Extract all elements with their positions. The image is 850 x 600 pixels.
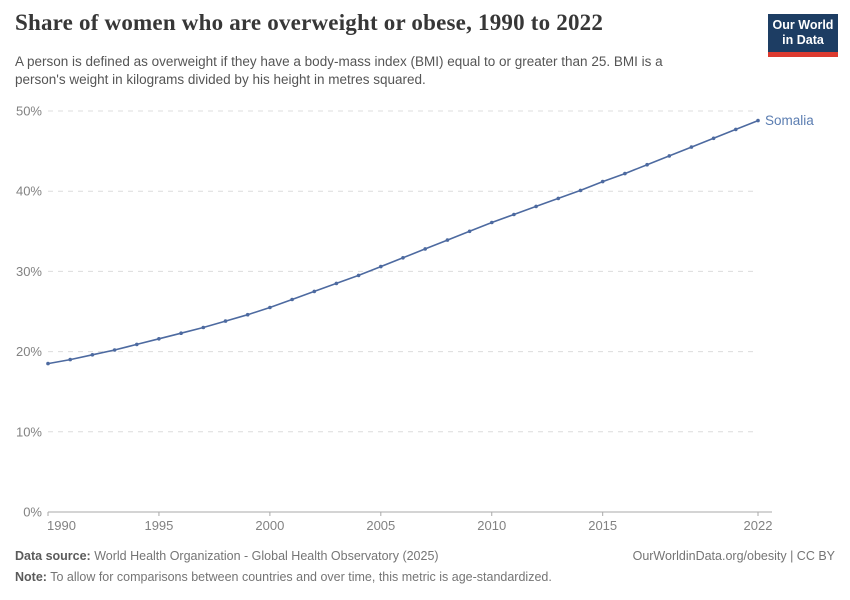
logo-text-line2: in Data <box>782 33 824 47</box>
data-point-marker <box>423 247 428 251</box>
data-point-marker <box>711 136 716 141</box>
data-point-marker <box>578 188 583 193</box>
data-point-marker <box>490 220 494 225</box>
data-point-marker <box>290 297 294 302</box>
data-point-marker <box>512 212 516 217</box>
subtitle-line: A person is defined as overweight if the… <box>15 54 663 69</box>
chart-footer: Data source: World Health Organization -… <box>15 546 835 588</box>
x-tick-label: 2015 <box>588 518 617 533</box>
data-source-text: World Health Organization - Global Healt… <box>90 549 439 563</box>
y-tick-label: 0% <box>23 505 42 520</box>
data-point-marker <box>268 305 272 310</box>
data-point-marker <box>556 196 561 201</box>
x-tick-label: 2022 <box>744 518 773 533</box>
data-point-marker <box>356 273 361 278</box>
data-point-marker <box>689 145 694 149</box>
y-tick-label: 50% <box>16 104 42 119</box>
data-point-marker <box>112 348 117 352</box>
y-tick-label: 10% <box>16 424 42 439</box>
logo-text-line1: Our World <box>772 18 834 32</box>
data-point-marker <box>201 325 206 330</box>
data-point-marker <box>534 204 538 209</box>
note-line: Note: To allow for comparisons between c… <box>15 567 835 588</box>
line-chart: 0% 10% 20% 30% 40% 50% 1990 1995 2000 2005 2010 201… <box>16 104 814 534</box>
data-point-marker <box>600 179 605 184</box>
owid-logo: Our World in Data <box>768 14 838 57</box>
data-point-marker <box>135 342 139 347</box>
chart-title: Share of women who are overweight or obe… <box>15 10 604 35</box>
y-tick-label: 30% <box>16 264 42 279</box>
series-label-somalia: Somalia <box>765 113 814 128</box>
logo-red-stripe <box>768 52 838 57</box>
data-point-marker <box>46 361 50 366</box>
data-point-marker <box>667 154 672 158</box>
data-point-marker <box>445 238 450 242</box>
x-tick-label: 1995 <box>144 518 173 533</box>
x-tick-label: 1990 <box>47 518 76 533</box>
note-text: To allow for comparisons between countri… <box>46 570 552 584</box>
data-point-marker <box>756 118 760 123</box>
data-source-line: Data source: World Health Organization -… <box>15 546 835 567</box>
data-point-marker <box>334 281 339 286</box>
subtitle-line: person's weight in kilograms divided by … <box>15 72 426 87</box>
data-point-marker <box>623 171 627 176</box>
data-point-marker <box>401 255 405 260</box>
x-tick-label: 2005 <box>366 518 395 533</box>
data-source-label: Data source: <box>15 549 91 563</box>
chart-subtitle: A person is defined as overweight if the… <box>15 53 663 89</box>
y-tick-label: 40% <box>16 184 42 199</box>
x-tick-label: 2000 <box>255 518 284 533</box>
data-point-marker <box>312 289 317 294</box>
data-point-marker <box>90 353 95 357</box>
data-point-marker <box>245 312 250 317</box>
data-point-marker <box>157 337 161 341</box>
somalia-trend-line <box>47 119 759 365</box>
data-point-marker <box>179 331 183 336</box>
y-tick-label: 20% <box>16 344 42 359</box>
footer-attribution-link: OurWorldinData.org/obesity | CC BY <box>632 549 835 563</box>
data-point-marker <box>379 264 383 269</box>
data-point-marker <box>734 127 738 132</box>
data-point-marker <box>467 229 472 234</box>
footer-left: Data source: World Health Organization -… <box>15 546 835 588</box>
x-tick-label: 2010 <box>477 518 506 533</box>
note-label: Note: <box>15 570 47 584</box>
data-point-marker <box>223 319 228 323</box>
data-point-marker <box>645 162 649 167</box>
data-point-marker <box>68 357 72 362</box>
